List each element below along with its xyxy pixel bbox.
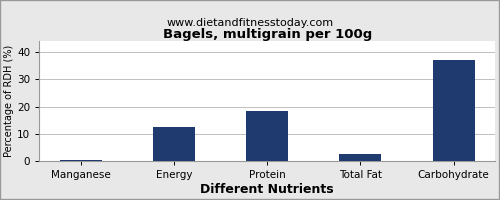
Bar <box>340 154 382 161</box>
Bar <box>60 160 102 161</box>
Bar <box>432 60 474 161</box>
X-axis label: Different Nutrients: Different Nutrients <box>200 183 334 196</box>
Text: www.dietandfitnesstoday.com: www.dietandfitnesstoday.com <box>166 18 334 28</box>
Bar <box>153 127 195 161</box>
Title: Bagels, multigrain per 100g: Bagels, multigrain per 100g <box>162 28 372 41</box>
Y-axis label: Percentage of RDH (%): Percentage of RDH (%) <box>4 45 14 157</box>
Bar <box>246 111 288 161</box>
